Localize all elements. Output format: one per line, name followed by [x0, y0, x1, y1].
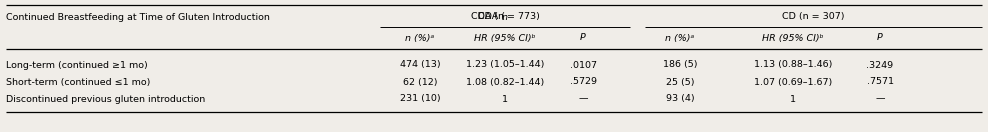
Text: —: — — [875, 95, 884, 103]
Text: 231 (10): 231 (10) — [400, 95, 441, 103]
Text: —: — — [578, 95, 588, 103]
Text: 1: 1 — [790, 95, 796, 103]
Text: P: P — [580, 34, 586, 43]
Text: Discontinued previous gluten introduction: Discontinued previous gluten introductio… — [6, 95, 206, 103]
Text: 1.13 (0.88–1.46): 1.13 (0.88–1.46) — [754, 60, 832, 70]
Text: 1: 1 — [502, 95, 508, 103]
Text: .3249: .3249 — [866, 60, 893, 70]
Text: 1.07 (0.69–1.67): 1.07 (0.69–1.67) — [754, 77, 832, 86]
Text: HR (95% CI)ᵇ: HR (95% CI)ᵇ — [474, 34, 535, 43]
Text: Continued Breastfeeding at Time of Gluten Introduction: Continued Breastfeeding at Time of Glute… — [6, 13, 270, 22]
Text: 25 (5): 25 (5) — [666, 77, 695, 86]
Text: .0107: .0107 — [569, 60, 597, 70]
Text: n (%)ᵃ: n (%)ᵃ — [665, 34, 695, 43]
Text: Short-term (continued ≤1 mo): Short-term (continued ≤1 mo) — [6, 77, 150, 86]
Text: 93 (4): 93 (4) — [666, 95, 695, 103]
Text: P: P — [877, 34, 883, 43]
Text: 62 (12): 62 (12) — [403, 77, 438, 86]
Text: n: n — [502, 13, 508, 22]
Text: 474 (13): 474 (13) — [400, 60, 441, 70]
Text: Long-term (continued ≥1 mo): Long-term (continued ≥1 mo) — [6, 60, 148, 70]
Text: 186 (5): 186 (5) — [663, 60, 698, 70]
Text: CD (n = 307): CD (n = 307) — [782, 13, 845, 22]
Text: CDA (: CDA ( — [478, 13, 505, 22]
Text: HR (95% CI)ᵇ: HR (95% CI)ᵇ — [762, 34, 824, 43]
Text: CDA (n = 773): CDA (n = 773) — [470, 13, 539, 22]
Text: .7571: .7571 — [866, 77, 893, 86]
Text: n (%)ᵃ: n (%)ᵃ — [405, 34, 435, 43]
Text: .5729: .5729 — [569, 77, 597, 86]
Text: 1.23 (1.05–1.44): 1.23 (1.05–1.44) — [465, 60, 544, 70]
Text: 1.08 (0.82–1.44): 1.08 (0.82–1.44) — [466, 77, 544, 86]
